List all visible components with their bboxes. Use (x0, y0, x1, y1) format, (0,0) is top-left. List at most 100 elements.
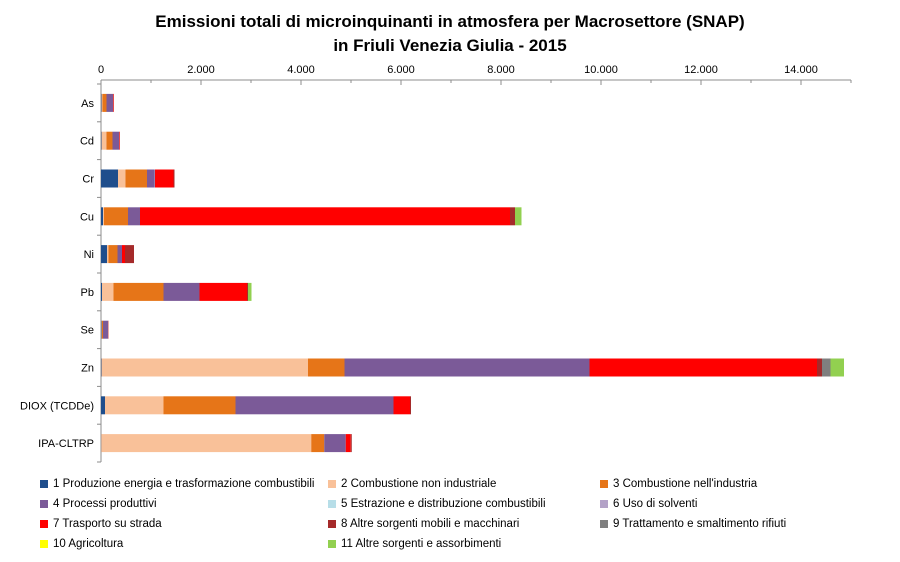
bar-segment (101, 131, 102, 150)
bar-segment (199, 282, 247, 301)
x-tick-label: 4.000 (287, 64, 315, 76)
chart-title-line-1: Emissioni totali di microinquinanti in a… (155, 12, 745, 31)
y-tick-label: DIOX (TCDDe) (20, 400, 94, 412)
bar-segment (102, 320, 103, 339)
legend-item: 6 Uso di solventi (600, 498, 697, 510)
y-tick-label: Zn (81, 363, 94, 375)
bar-segment (515, 207, 522, 226)
bar-segment (163, 282, 200, 301)
y-tick-label: Cu (80, 211, 94, 223)
bar-segment (106, 93, 113, 112)
bar-segment (248, 282, 252, 301)
bar-segment (154, 169, 155, 188)
bar-segment (125, 169, 147, 188)
legend-item: 5 Estrazione e distribuzione combustibil… (328, 498, 546, 510)
x-tick-label: 2.000 (187, 64, 215, 76)
legend-item: 4 Processi produttivi (40, 498, 157, 510)
legend-swatch (40, 500, 48, 508)
bar-segment (147, 169, 155, 188)
y-tick-label: IPA-CLTRP (38, 438, 94, 450)
bar-segment (128, 207, 140, 226)
bar-segment (122, 245, 125, 264)
legend-label: 5 Estrazione e distribuzione combustibil… (341, 498, 546, 510)
bar-segment (103, 320, 108, 339)
legend-label: 6 Uso di solventi (613, 498, 698, 510)
bar-segment (589, 358, 817, 377)
bar-segment (101, 169, 118, 188)
bar-segment (510, 207, 515, 226)
y-tick-label: Se (81, 325, 94, 337)
bar-segment (101, 434, 312, 453)
legend-label: 11 Altre sorgenti e assorbimenti (341, 538, 502, 550)
legend-swatch (40, 480, 48, 488)
bar-segment (311, 434, 325, 453)
bar-segment (163, 396, 236, 415)
bar-segment (125, 245, 134, 264)
bar-segment (107, 245, 109, 264)
bar-segment (345, 434, 351, 453)
bar-segment (101, 93, 103, 112)
x-tick-label: 12.000 (684, 64, 718, 76)
legend-swatch (328, 480, 336, 488)
legend-label: 10 Agricoltura (53, 538, 124, 550)
bar-segment (101, 358, 102, 377)
bar-segment (140, 207, 510, 226)
x-tick-label: 0 (98, 64, 104, 76)
legend-swatch (600, 480, 608, 488)
legend-swatch (328, 500, 336, 508)
bar-segment (106, 131, 113, 150)
x-tick-label: 8.000 (487, 64, 515, 76)
x-tick-label: 10.000 (584, 64, 618, 76)
legend-swatch (328, 540, 336, 548)
legend-label: 1 Produzione energia e trasformazione co… (53, 478, 315, 490)
bar-segment (101, 282, 102, 301)
y-tick-label: Pb (81, 287, 94, 299)
bar-segment (119, 131, 120, 150)
bar-segment (324, 434, 346, 453)
legend-swatch (328, 520, 336, 528)
bar-segment (101, 245, 107, 264)
bar-segment (101, 93, 102, 112)
legend-label: 9 Trattamento e smaltimento rifiuti (613, 518, 787, 530)
bar-segment (118, 169, 126, 188)
bar-segment (344, 358, 590, 377)
bar-segment (101, 320, 102, 339)
bar-segment (103, 207, 104, 226)
bar-segment (173, 169, 175, 188)
x-tick-label: 6.000 (387, 64, 415, 76)
chart-title-line-2: in Friuli Venezia Giulia - 2015 (333, 36, 567, 55)
bar-segment (102, 93, 107, 112)
y-tick-label: As (81, 98, 94, 110)
bar-segment (113, 282, 164, 301)
legend-label: 4 Processi produttivi (53, 498, 157, 510)
bar-segment (247, 282, 248, 301)
bar-segment (105, 396, 164, 415)
bar-segment (113, 93, 114, 112)
legend-label: 7 Trasporto su strada (53, 518, 162, 530)
bar-segment (101, 131, 107, 150)
legend-swatch (40, 520, 48, 528)
bar-segment (155, 169, 174, 188)
y-tick-label: Cd (80, 136, 94, 148)
bar-segment (117, 245, 122, 264)
bar-segment (101, 396, 105, 415)
x-tick-label: 14.000 (784, 64, 818, 76)
legend-item: 3 Combustione nell'industria (600, 478, 757, 490)
legend-item: 8 Altre sorgenti mobili e macchinari (328, 518, 519, 530)
legend-label: 2 Combustione non industriale (341, 478, 497, 490)
bar-segment (101, 320, 102, 339)
y-tick-label: Cr (82, 174, 94, 186)
bar-segment (410, 396, 411, 415)
bar-segment (235, 396, 394, 415)
legend-swatch (600, 500, 608, 508)
bar-segment (393, 396, 410, 415)
bar-segment (102, 282, 114, 301)
chart-title: Emissioni totali di microinquinanti in a… (0, 10, 900, 58)
legend-item: 2 Combustione non industriale (328, 478, 496, 490)
bar-segment (101, 358, 308, 377)
legend-label: 3 Combustione nell'industria (613, 478, 758, 490)
bar-segment (830, 358, 844, 377)
legend-item: 7 Trasporto su strada (40, 518, 162, 530)
legend-label: 8 Altre sorgenti mobili e macchinari (341, 518, 520, 530)
